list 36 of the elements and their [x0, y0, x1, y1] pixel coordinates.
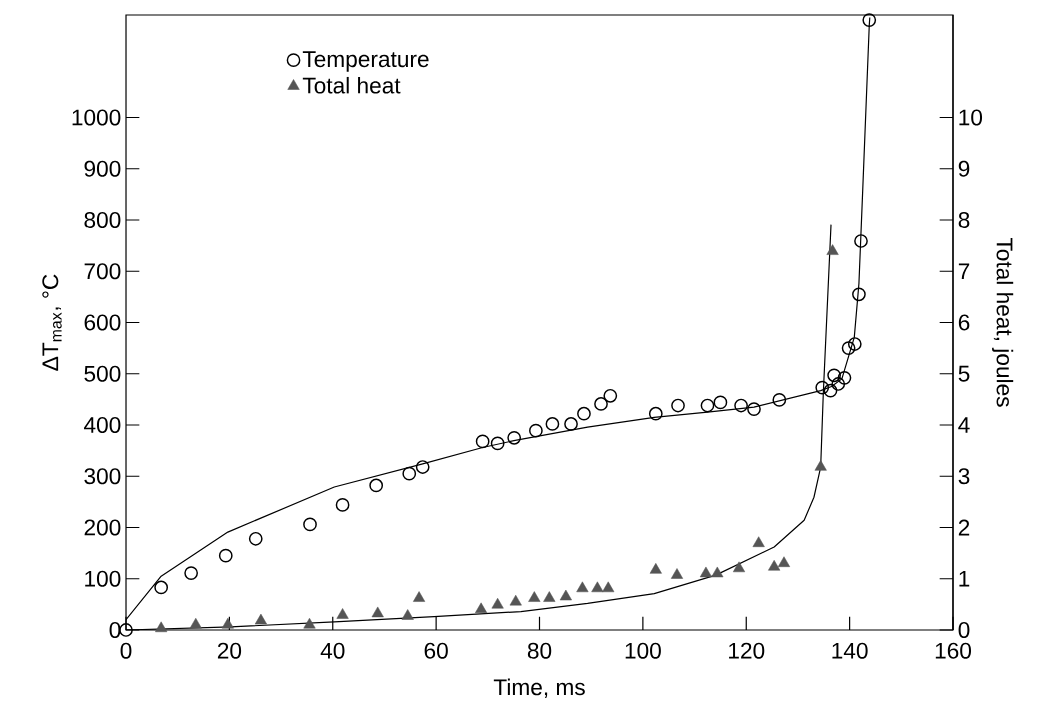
y2-tick-label: 0: [958, 621, 970, 639]
x-tick-label: 100: [625, 642, 661, 659]
y2-tick-label: 2: [958, 519, 970, 536]
y-axis-title: ΔT$_{max}$, °C: [42, 274, 62, 371]
y-tick-label: 300: [84, 468, 121, 485]
y2-tick-label: 10: [959, 109, 983, 126]
y2-tick-label: 5: [958, 365, 970, 382]
y2-axis-title: Total heat, joules: [992, 237, 1014, 407]
legend-label: Total heat: [302, 76, 401, 94]
y2-tick-label: 4: [958, 417, 970, 433]
x-tick-label: 40: [320, 642, 345, 659]
x-tick-label: 140: [832, 642, 868, 659]
x-tick-label: 160: [935, 642, 972, 659]
y-tick-label: 1000: [72, 109, 121, 126]
legend-label: Temperature: [302, 51, 429, 72]
x-tick-label: 20: [217, 642, 242, 659]
x-tick-label: 80: [527, 642, 552, 659]
x-axis-title: Time, ms: [493, 678, 585, 698]
y2-tick-label: 6: [958, 314, 970, 331]
x-tick-label: 0: [120, 642, 132, 659]
y-tick-label: 200: [84, 519, 121, 536]
y-tick-label: 100: [85, 570, 121, 587]
y-tick-label: 0: [109, 621, 121, 639]
y2-tick-label: 1: [959, 570, 970, 587]
y-tick-label: 500: [84, 365, 121, 382]
y-tick-label: 900: [84, 160, 121, 177]
y2-tick-label: 8: [958, 211, 970, 229]
y2-tick-label: 9: [958, 160, 970, 177]
x-tick-label: 60: [424, 642, 448, 659]
x-tick-label: 120: [729, 642, 765, 659]
y-tick-label: 400: [84, 416, 121, 434]
y2-tick-label: 3: [958, 468, 970, 485]
y2-tick-label: 7: [958, 263, 970, 280]
y-tick-label: 600: [84, 314, 121, 331]
y-tick-label: 800: [84, 211, 121, 229]
y-tick-label: 700: [84, 263, 121, 280]
